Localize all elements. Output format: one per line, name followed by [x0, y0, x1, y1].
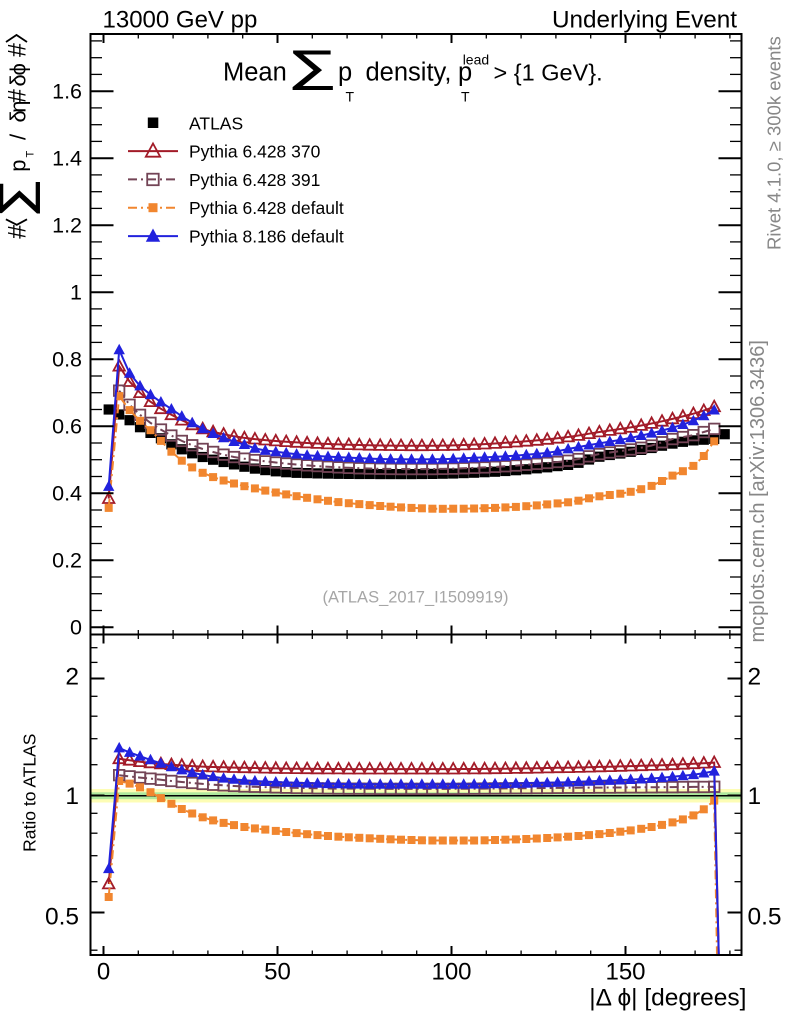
svg-text:0.5: 0.5: [748, 904, 782, 931]
svg-text:Pythia 6.428 default: Pythia 6.428 default: [189, 198, 344, 218]
svg-text:Mean: Mean: [223, 59, 287, 87]
svg-text:∑: ∑: [288, 42, 336, 90]
svg-text:100: 100: [431, 959, 471, 986]
svg-text:0.4: 0.4: [52, 482, 82, 506]
svg-text:1.4: 1.4: [52, 147, 82, 171]
svg-text:Pythia 8.186 default: Pythia 8.186 default: [189, 227, 344, 247]
svg-text:Pythia 6.428 391: Pythia 6.428 391: [189, 170, 320, 190]
svg-text:lead: lead: [463, 51, 489, 67]
svg-text:p: p: [6, 160, 31, 172]
svg-text:> {1 GeV}.: > {1 GeV}.: [494, 60, 603, 86]
svg-text:p: p: [458, 59, 472, 87]
svg-text:density,: density,: [366, 59, 452, 87]
svg-text:#: #: [4, 225, 32, 239]
svg-text:0.6: 0.6: [52, 415, 82, 439]
svg-text:0.5: 0.5: [45, 904, 79, 931]
svg-text:ϕ: ϕ: [6, 63, 31, 75]
svg-text:p: p: [338, 59, 352, 87]
svg-text:1: 1: [65, 783, 79, 810]
svg-text:Pythia 6.428 370: Pythia 6.428 370: [189, 142, 321, 162]
svg-text:#: #: [4, 43, 32, 57]
svg-text:1.2: 1.2: [52, 214, 82, 238]
svg-text:0: 0: [70, 616, 82, 640]
svg-text:T: T: [25, 151, 37, 158]
svg-text:T: T: [346, 89, 355, 105]
svg-text:η: η: [6, 101, 31, 113]
svg-text:150: 150: [605, 959, 645, 986]
svg-text:∑: ∑: [0, 179, 40, 217]
svg-text:mcplots.cern.ch [arXiv:1306.34: mcplots.cern.ch [arXiv:1306.3436]: [747, 340, 769, 642]
svg-text:1: 1: [70, 281, 82, 305]
svg-text:Underlying Event: Underlying Event: [552, 6, 737, 33]
svg-text:T: T: [461, 89, 470, 105]
svg-text:δ: δ: [6, 110, 31, 122]
svg-text:1.6: 1.6: [52, 80, 82, 104]
svg-text:(ATLAS_2017_I1509919): (ATLAS_2017_I1509919): [323, 589, 509, 607]
svg-text:δ: δ: [6, 74, 31, 86]
svg-text:0.8: 0.8: [52, 348, 82, 372]
svg-text:/: /: [6, 133, 31, 140]
svg-text:#: #: [4, 89, 32, 103]
svg-text:|Δ ϕ| [degrees]: |Δ ϕ| [degrees]: [589, 985, 746, 1012]
svg-text:ATLAS: ATLAS: [189, 113, 243, 133]
svg-text:50: 50: [264, 959, 291, 986]
svg-text:1: 1: [748, 783, 762, 810]
svg-text:2: 2: [65, 664, 79, 691]
svg-text:0: 0: [97, 959, 110, 986]
svg-text:13000 GeV pp: 13000 GeV pp: [103, 6, 258, 33]
svg-text:Rivet 4.1.0, ≥ 300k events: Rivet 4.1.0, ≥ 300k events: [764, 36, 785, 250]
svg-text:2: 2: [748, 664, 762, 691]
svg-text:Ratio to ATLAS: Ratio to ATLAS: [20, 734, 40, 852]
svg-text:0.2: 0.2: [52, 549, 82, 573]
